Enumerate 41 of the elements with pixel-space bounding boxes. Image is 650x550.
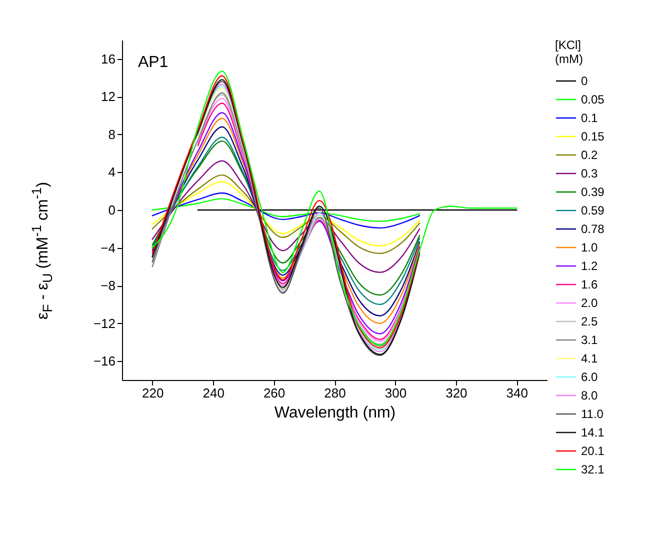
legend-label: 1.6 [581, 278, 598, 292]
legend-label: 4.1 [581, 352, 598, 366]
x-tick-label: 300 [384, 386, 407, 400]
legend-label: 0.1 [581, 111, 598, 125]
legend-label: 2.5 [581, 314, 598, 328]
legend-label: 6.0 [581, 370, 598, 384]
legend-label: 0.59 [581, 204, 605, 218]
y-tick-label: 8 [108, 126, 116, 142]
x-tick-label: 240 [202, 386, 224, 400]
legend-label: 3.1 [581, 333, 598, 347]
legend-label: 0.15 [581, 130, 605, 144]
legend-label: 1.0 [581, 240, 598, 254]
legend-label: 32.1 [581, 462, 605, 476]
legend-label: 0.3 [581, 166, 598, 180]
y-tick-label: −16 [93, 354, 116, 369]
legend-label: 20.1 [581, 444, 605, 458]
legend-label: 0.2 [581, 148, 598, 162]
y-tick-label: 0 [108, 202, 116, 218]
x-tick-label: 220 [142, 386, 164, 400]
x-tick-label: 260 [263, 386, 286, 400]
legend-label: 0 [581, 74, 588, 88]
y-tick-label: 12 [101, 89, 116, 104]
y-tick-label: −12 [93, 316, 116, 331]
x-tick-label: 280 [324, 386, 346, 400]
legend-label: 0.39 [581, 185, 605, 199]
legend-label: 1.2 [581, 259, 598, 273]
legend-label: 0.05 [581, 92, 605, 106]
x-tick-label: 320 [446, 386, 468, 400]
x-tick-label: 340 [506, 386, 528, 400]
legend-label: 14.1 [581, 426, 605, 440]
y-tick-label: −4 [100, 240, 116, 256]
text: AP1 [138, 54, 168, 71]
legend-label: 0.78 [581, 222, 605, 236]
y-tick-label: 4 [108, 164, 116, 180]
legend-label: 8.0 [581, 388, 598, 402]
y-tick-label: 16 [101, 51, 116, 66]
legend-label: 11.0 [581, 407, 604, 421]
legend-label: 2.0 [581, 296, 598, 310]
y-tick-label: −8 [100, 278, 116, 294]
x-axis-title: Wavelength (nm) [274, 404, 396, 422]
legend-title: [KCl] (mM) [555, 38, 583, 66]
